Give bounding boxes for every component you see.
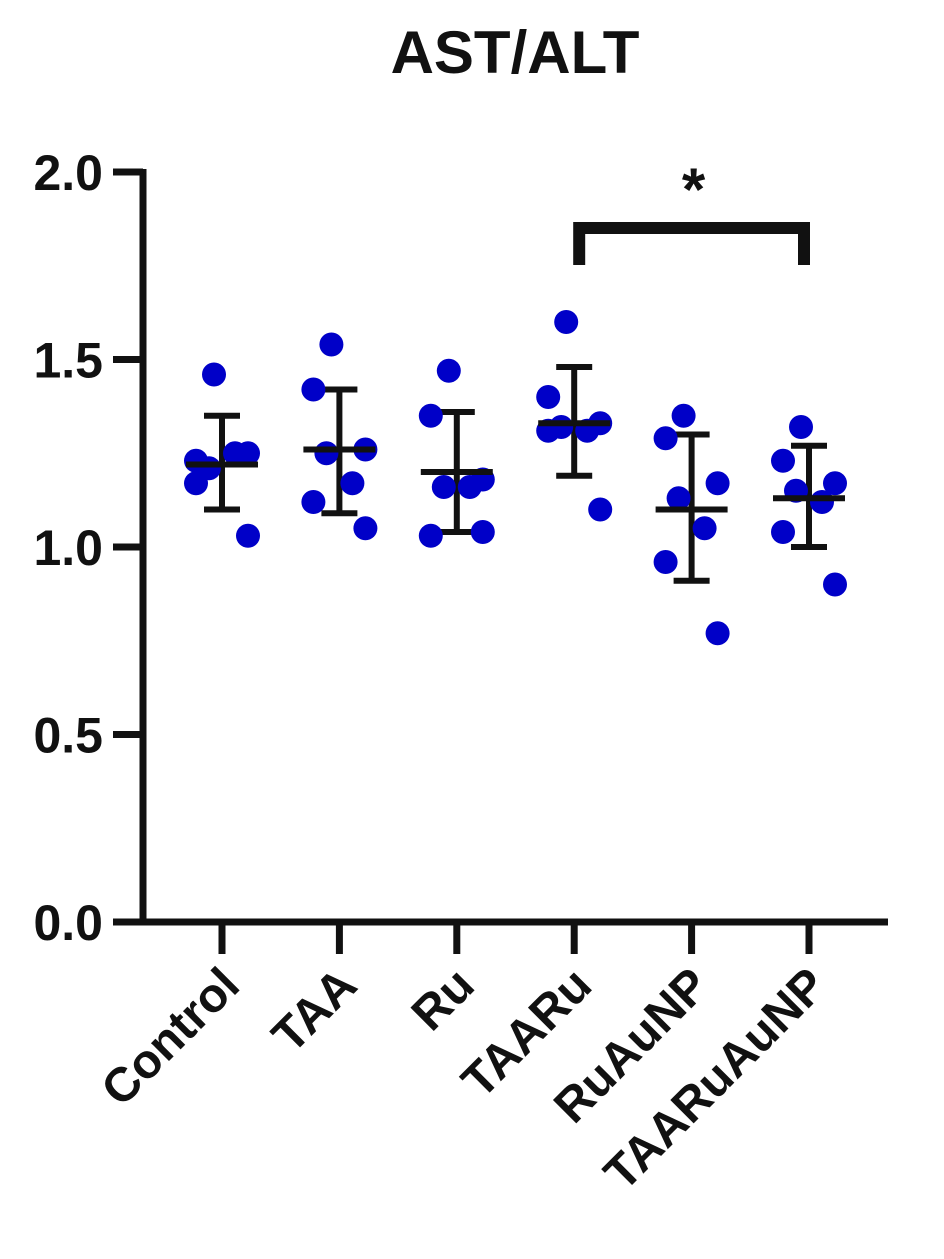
chart-title: AST/ALT: [391, 19, 640, 86]
data-point: [789, 415, 813, 439]
data-point: [457, 475, 482, 499]
data-point: [671, 403, 696, 428]
data-point: [418, 523, 443, 548]
data-point: [340, 471, 365, 496]
x-tick-label: TAA: [262, 958, 367, 1063]
data-point: [554, 310, 579, 334]
data-point: [353, 516, 378, 541]
y-tick-label: 0.5: [33, 708, 103, 764]
data-point: [823, 471, 847, 496]
data-point: [536, 385, 561, 409]
data-point: [436, 358, 461, 383]
data-point: [319, 332, 344, 357]
data-point: [771, 448, 795, 473]
data-point: [470, 520, 495, 544]
data-point: [184, 471, 208, 496]
data-point: [301, 490, 326, 514]
data-point: [202, 362, 226, 387]
y-tick-label: 0.0: [33, 895, 103, 951]
data-point: [653, 426, 678, 451]
data-point: [823, 572, 847, 597]
data-point: [653, 550, 678, 574]
data-point: [236, 523, 260, 548]
data-point: [588, 497, 613, 522]
significance-label: *: [682, 156, 706, 223]
data-point: [705, 471, 730, 496]
data-point: [771, 520, 795, 544]
significance-annotations: *: [573, 156, 810, 265]
data-point: [301, 377, 326, 402]
data-point: [692, 516, 717, 541]
data-point: [810, 490, 834, 514]
data-point: [418, 403, 443, 428]
data-point: [705, 621, 730, 646]
significance-bracket: [573, 222, 810, 265]
data-point: [666, 486, 691, 511]
y-tick-label: 2.0: [33, 145, 103, 201]
y-tick-label: 1.0: [33, 520, 103, 576]
data-point: [223, 441, 247, 466]
data-point: [314, 441, 339, 466]
x-tick-label: Control: [92, 958, 250, 1116]
data-marks: [184, 310, 847, 646]
y-tick-label: 1.5: [33, 333, 103, 389]
x-tick-label: Ru: [402, 958, 485, 1041]
data-point: [431, 475, 456, 499]
